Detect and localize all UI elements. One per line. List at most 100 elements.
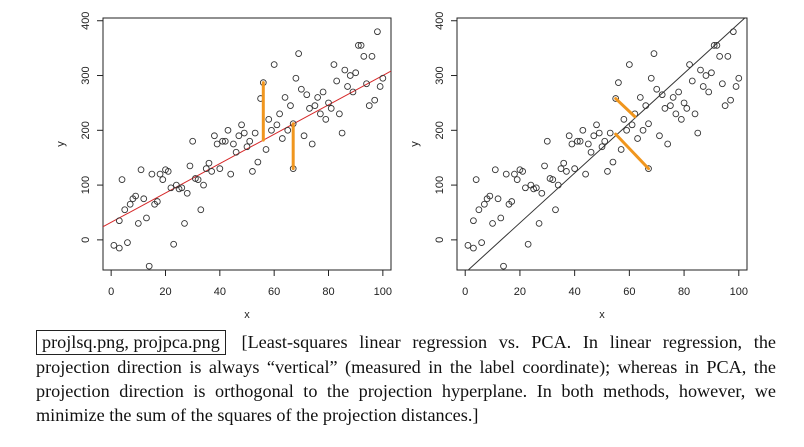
- data-point: [202, 165, 210, 173]
- data-point: [219, 137, 226, 145]
- data-point: [121, 206, 129, 214]
- data-point: [265, 115, 273, 123]
- figure-caption: projlsq.png, projpca.png [Least-squares …: [36, 330, 776, 427]
- data-point: [727, 96, 734, 104]
- data-point: [221, 137, 229, 145]
- data-point: [292, 74, 300, 82]
- data-point: [300, 132, 308, 140]
- data-point: [357, 42, 365, 49]
- data-point: [344, 83, 351, 90]
- data-point: [574, 137, 581, 145]
- data-point: [238, 121, 245, 129]
- data-point: [557, 165, 565, 173]
- data-point: [716, 52, 723, 60]
- data-point: [379, 74, 387, 82]
- data-point: [224, 126, 232, 134]
- data-point: [680, 99, 688, 107]
- data-point: [697, 66, 704, 74]
- data-point: [584, 140, 592, 148]
- data-point: [609, 158, 617, 166]
- data-point: [735, 74, 743, 82]
- data-point: [571, 165, 578, 173]
- data-point: [710, 42, 718, 49]
- data-point: [579, 126, 587, 134]
- data-point: [587, 148, 595, 156]
- y-axis-label: y: [55, 141, 67, 147]
- data-point: [626, 61, 633, 68]
- data-point: [352, 69, 360, 77]
- data-point: [500, 262, 507, 270]
- data-point: [306, 105, 313, 112]
- data-point: [532, 184, 540, 192]
- data-point: [686, 61, 693, 68]
- data-point: [270, 61, 278, 68]
- data-point: [137, 166, 145, 174]
- y-tick-label: 400: [80, 12, 92, 30]
- plot-frame: [102, 17, 392, 271]
- data-point: [303, 91, 311, 99]
- data-point: [186, 162, 194, 170]
- data-point: [650, 50, 658, 57]
- filename-box: projlsq.png, projpca.png: [36, 330, 226, 355]
- data-point: [308, 140, 316, 148]
- chart-panel-1: 0 20 40 60 80 100 0 100 200 300 400 x y: [55, 12, 392, 321]
- data-point: [705, 88, 713, 96]
- data-point: [281, 94, 289, 101]
- x-tick-label: 60: [623, 286, 635, 298]
- y-tick-label: 400: [434, 12, 446, 30]
- data-point: [262, 146, 270, 153]
- data-point: [110, 241, 118, 249]
- data-point: [601, 137, 609, 145]
- data-point: [249, 168, 256, 175]
- data-point: [211, 132, 218, 140]
- data-point: [593, 121, 600, 129]
- data-point: [598, 143, 606, 151]
- data-point: [118, 176, 126, 183]
- data-point: [371, 96, 379, 104]
- data-point: [205, 159, 213, 167]
- data-point: [178, 184, 186, 192]
- data-point: [708, 69, 715, 77]
- y-tick-label: 0: [434, 237, 446, 243]
- data-point: [636, 94, 644, 101]
- chart-panel-2: 0 20 40 60 80 100 0 100 200 300 400 x y: [409, 12, 748, 321]
- data-point: [360, 52, 368, 60]
- x-tick-label: 20: [514, 286, 526, 298]
- data-point: [478, 239, 485, 246]
- data-point: [519, 168, 527, 175]
- x-tick-label: 80: [678, 286, 690, 298]
- data-point: [333, 77, 341, 85]
- data-point: [620, 115, 628, 123]
- data-point: [164, 168, 172, 175]
- data-point: [240, 129, 248, 137]
- data-point: [595, 129, 603, 137]
- data-point: [617, 146, 625, 153]
- data-point: [552, 206, 559, 214]
- data-point: [634, 135, 641, 142]
- data-point: [470, 217, 477, 225]
- data-point: [143, 214, 150, 222]
- data-point: [181, 220, 188, 227]
- y-tick-label: 200: [434, 121, 446, 139]
- data-point: [208, 168, 216, 175]
- x-tick-label: 0: [462, 286, 468, 298]
- data-point: [667, 102, 674, 110]
- data-point: [513, 176, 521, 183]
- data-point: [642, 102, 650, 110]
- data-point: [115, 244, 123, 252]
- data-point: [278, 135, 286, 142]
- data-point: [464, 241, 472, 249]
- data-point: [213, 140, 221, 148]
- data-point: [319, 88, 327, 96]
- y-tick-label: 100: [434, 176, 446, 194]
- data-point: [368, 52, 376, 60]
- data-point: [126, 200, 134, 208]
- x-tick-label: 80: [322, 286, 334, 298]
- data-point: [268, 126, 275, 134]
- data-point: [365, 102, 373, 110]
- data-point: [148, 170, 156, 178]
- y-tick-label: 300: [80, 66, 92, 84]
- data-point: [494, 195, 502, 203]
- data-point: [338, 129, 346, 137]
- data-point: [576, 137, 584, 145]
